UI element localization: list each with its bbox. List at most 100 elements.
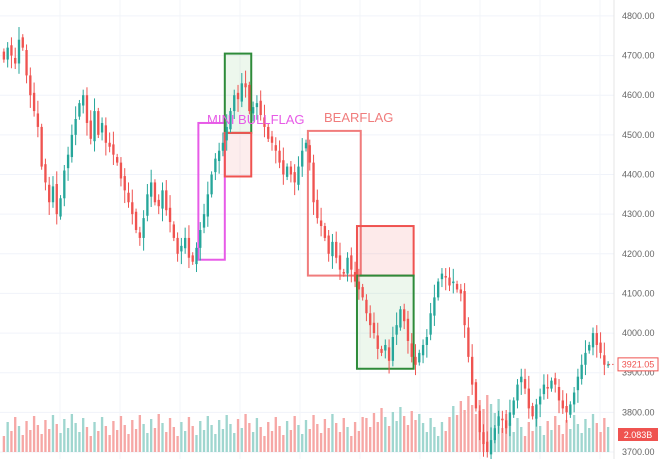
candle-body [508,412,512,426]
volume-bar [399,407,402,452]
candle-body [418,352,421,363]
candle-body [134,211,138,230]
candle-body [372,322,376,334]
candle-body [263,117,266,127]
volume-bar [361,417,364,452]
candle-body [2,51,6,60]
candle-body [331,241,334,257]
candle-body [591,333,595,348]
candle-body [301,150,304,167]
candle-body [440,273,444,280]
volume-bar [561,434,564,452]
volume-bar [149,419,153,452]
volume-bar [452,406,455,452]
volume-bar [576,424,580,452]
volume-bar [21,435,24,452]
volume-bar [327,428,330,452]
volume-bar [319,433,323,452]
volume-bar [119,416,123,452]
price-axis-panel[interactable] [614,0,665,459]
volume-bar [467,396,470,452]
volume-bar [6,422,9,452]
candle-body [414,356,417,365]
y-tick-label: 4400.00 [622,170,655,180]
volume-bar [463,410,466,452]
candle-body [168,207,172,223]
volume-bar [312,415,315,452]
volume-bar [421,423,425,452]
candle-body [259,100,262,116]
volume-bar [165,432,168,452]
candle-body [221,142,225,151]
volume-bar [180,422,183,452]
candle-body [202,214,206,228]
candle-body [312,162,315,203]
y-tick-label: 4300.00 [622,209,655,219]
volume-bar [146,433,149,452]
volume-bar [17,426,21,452]
y-tick-label: 4500.00 [622,130,655,140]
candle-body [244,83,247,88]
volume-bar [316,424,319,452]
candle-body [603,355,606,365]
candle-body [474,382,478,409]
candle-body [387,347,391,361]
candle-body [433,297,436,316]
volume-bar [335,423,338,452]
mini-bull-flag-box [197,121,226,261]
candle-body [595,333,598,345]
candle-body [44,164,47,183]
candle-body [161,190,164,209]
candle-body [25,50,28,76]
volume-bar [251,432,255,452]
candle-body [21,37,24,48]
candle-body [455,283,459,290]
candle-body [504,420,508,429]
volume-bar [301,434,304,452]
candle-body [63,170,66,199]
volume-bars [2,395,610,452]
candle-body [251,107,255,114]
volume-bar [123,425,126,452]
candle-body [131,202,134,215]
volume-bar [51,415,55,452]
candle-body [588,344,591,351]
candle-body [233,95,236,112]
y-tick-label: 4000.00 [622,328,655,338]
candle-body [516,384,519,401]
candle-body [112,144,115,155]
volume-bar [195,435,198,452]
volume-bar [217,420,221,452]
bear-flag-label: BEARFLAG [324,110,393,125]
candle-body [304,142,308,149]
volume-bar [595,423,598,452]
candle-body [274,145,277,151]
candle-body [327,235,330,254]
candle-body [51,186,55,203]
pattern-labels: MINI BULLFLAG BEARFLAG [207,110,393,127]
candle-body [104,125,108,143]
volume-bar [437,436,440,452]
candle-body [17,39,21,64]
candle-body [538,396,542,405]
volume-bar [259,427,262,452]
volume-bar [248,423,251,452]
volume-bar [440,422,444,452]
candle-body [176,237,179,254]
price-axis[interactable]: 4800.00 4700.00 4600.00 4500.00 4400.00 4300.… [613,0,665,459]
price-badge: 3921.05 [617,357,659,372]
candle-body [486,441,489,452]
candle-body [319,220,323,227]
candle-body [406,318,410,341]
volume-bar [387,426,391,452]
volume-bar [66,428,70,452]
candle-body [100,122,104,133]
mini-bull-flag-label: MINI BULLFLAG [207,112,305,127]
volume-bar [70,414,74,452]
candle-body [270,136,274,143]
candle-body [70,134,74,158]
volume-bar [535,417,538,452]
candle-body [497,416,500,426]
